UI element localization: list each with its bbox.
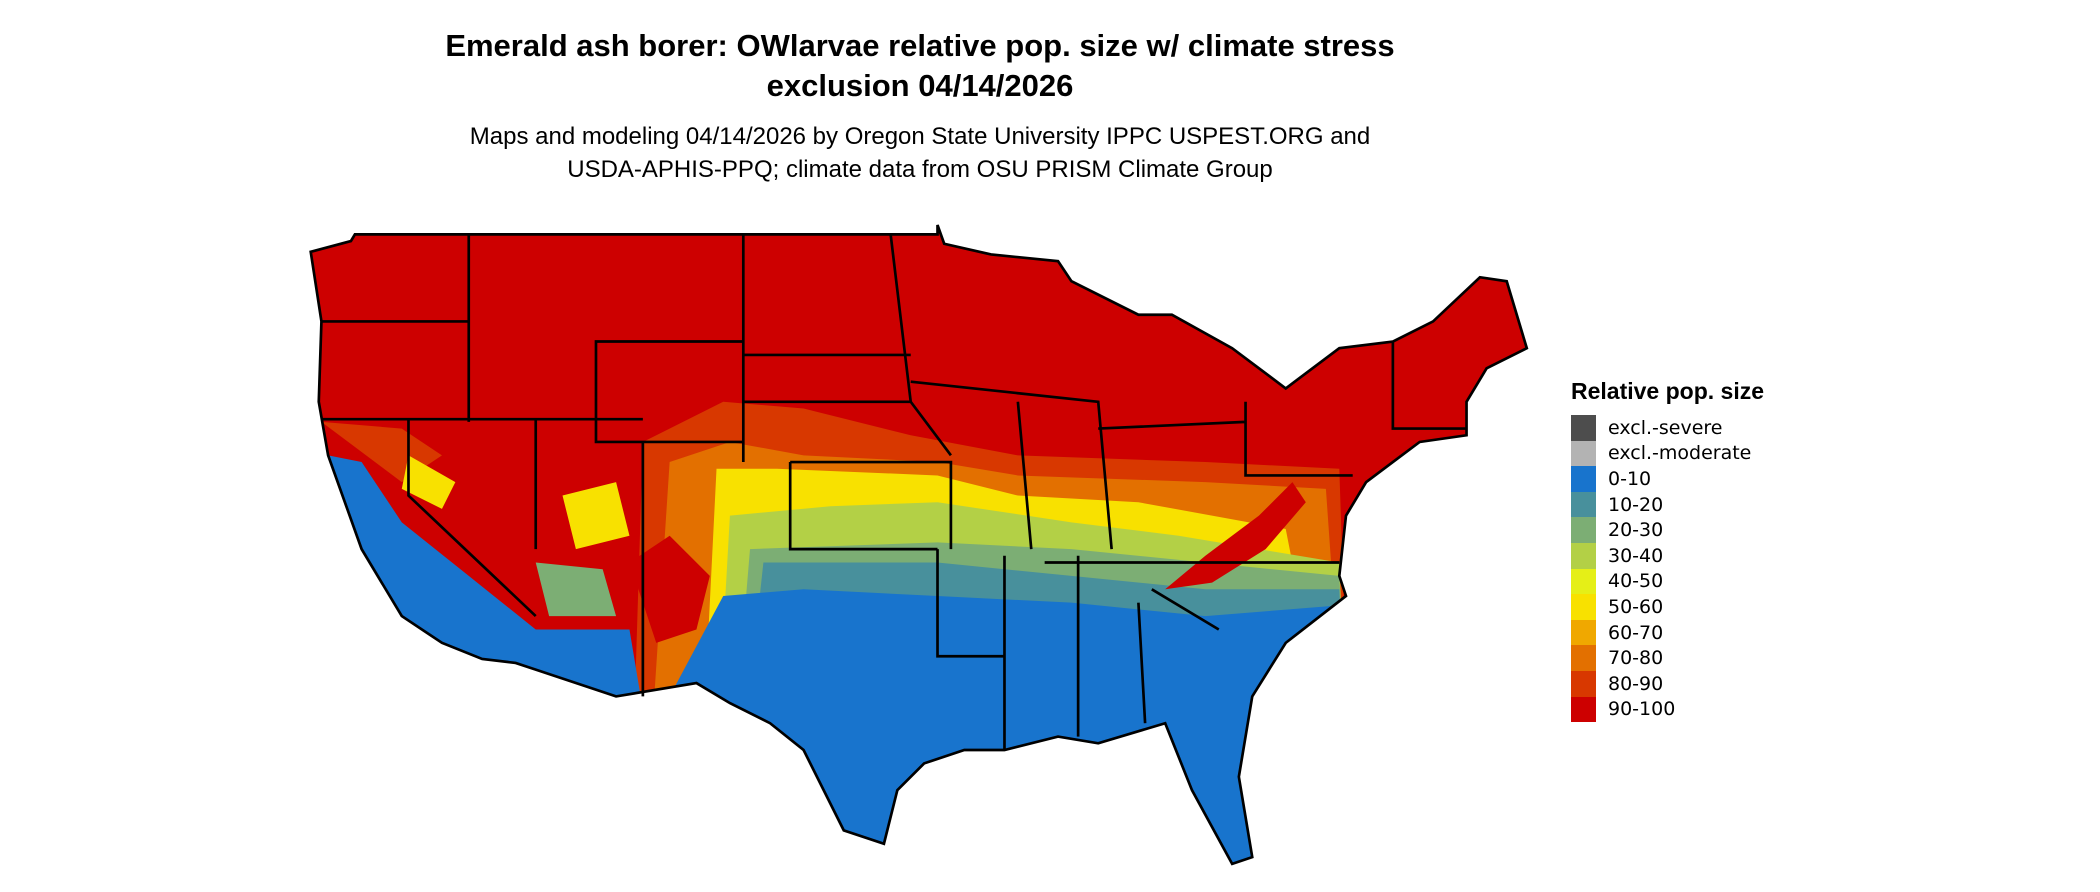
legend-item: 90-100 <box>1571 696 1764 723</box>
legend-swatch <box>1571 517 1596 543</box>
legend-swatch <box>1571 594 1596 620</box>
legend-item: 50-60 <box>1571 594 1764 620</box>
map-title: Emerald ash borer: OWlarvae relative pop… <box>0 26 1840 106</box>
legend-label: 70-80 <box>1608 647 1664 670</box>
legend-label: 10-20 <box>1608 493 1664 516</box>
legend-label: excl.-severe <box>1608 416 1723 439</box>
legend-item: excl.-moderate <box>1571 440 1764 467</box>
legend-item: 20-30 <box>1571 517 1764 543</box>
subtitle-line-2: USDA-APHIS-PPQ; climate data from OSU PR… <box>567 156 1273 183</box>
legend: Relative pop. size excl.-severe excl.-mod… <box>1571 378 1765 723</box>
legend-swatch <box>1571 415 1596 441</box>
legend-item: 60-70 <box>1571 619 1764 646</box>
legend-item: 0-10 <box>1571 466 1764 492</box>
legend-label: 0-10 <box>1608 467 1652 490</box>
legend-item: 70-80 <box>1571 645 1764 671</box>
band-southwest-red <box>629 535 710 643</box>
legend-label: 90-100 <box>1608 698 1676 721</box>
legend-label: 20-30 <box>1608 519 1664 542</box>
legend-swatch <box>1571 696 1596 723</box>
legend-swatch <box>1571 466 1596 492</box>
legend-item: 30-40 <box>1571 542 1764 569</box>
legend-label: 30-40 <box>1608 544 1664 567</box>
legend-swatch <box>1571 440 1596 467</box>
state-boundaries <box>309 223 1529 866</box>
legend-label: 50-60 <box>1608 595 1664 618</box>
legend-item: 40-50 <box>1571 568 1764 595</box>
legend-swatch <box>1571 645 1596 671</box>
legend-swatch <box>1571 619 1596 646</box>
state-lines <box>321 234 1467 751</box>
subtitle-line-1: Maps and modeling 04/14/2026 by Oregon S… <box>469 123 1371 150</box>
map-subtitle: Maps and modeling 04/14/2026 by Oregon S… <box>0 120 1840 186</box>
legend-label: 80-90 <box>1608 672 1664 695</box>
legend-swatch <box>1571 542 1596 569</box>
legend-item: 80-90 <box>1571 670 1764 697</box>
title-line-2: exclusion 04/14/2026 <box>766 68 1074 103</box>
legend-swatch <box>1571 670 1596 697</box>
legend-label: 60-70 <box>1608 621 1664 644</box>
title-line-1: Emerald ash borer: OWlarvae relative pop… <box>445 28 1395 63</box>
legend-label: 40-50 <box>1608 570 1664 593</box>
legend-label: excl.-moderate <box>1608 442 1752 465</box>
legend-title: Relative pop. size <box>1571 378 1765 404</box>
legend-swatch <box>1571 491 1596 518</box>
legend-swatch <box>1571 568 1596 595</box>
legend-item: 10-20 <box>1571 491 1764 518</box>
legend-item: excl.-severe <box>1571 415 1764 441</box>
